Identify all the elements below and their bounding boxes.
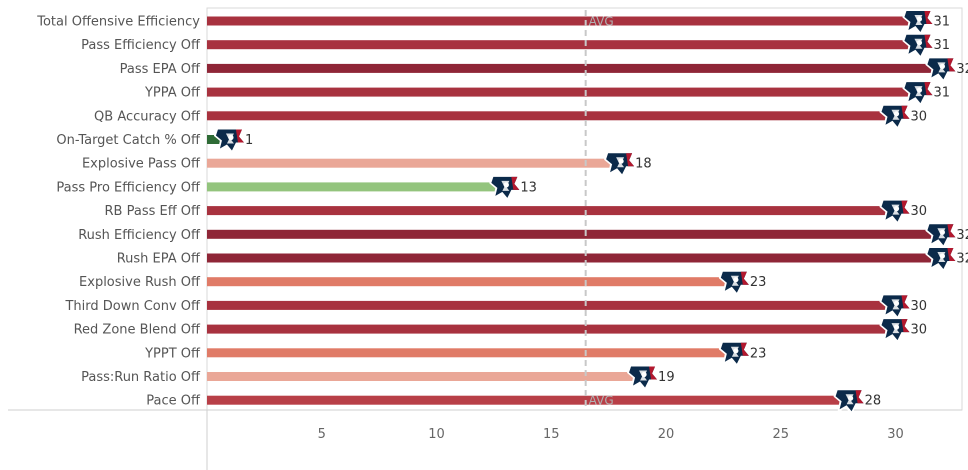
houston-texans-logo-icon	[718, 269, 751, 296]
category-label: Pass Efficiency Off	[81, 38, 201, 53]
x-tick-label: 20	[658, 427, 675, 442]
x-tick-label: 25	[772, 427, 789, 442]
bars	[207, 16, 942, 405]
houston-texans-logo-icon	[879, 293, 912, 320]
x-tick-label: 10	[428, 427, 445, 442]
value-label: 31	[933, 15, 950, 30]
x-tick-label: 30	[887, 427, 904, 442]
category-label: Pass EPA Off	[120, 62, 201, 77]
value-label: 13	[520, 180, 537, 195]
houston-texans-logo-icon	[213, 127, 246, 154]
bar	[207, 277, 735, 287]
category-label: Rush EPA Off	[117, 252, 201, 267]
houston-texans-logo-icon	[604, 151, 637, 178]
value-label: 18	[635, 157, 652, 172]
houston-texans-logo-icon	[902, 9, 935, 35]
bar	[207, 158, 621, 168]
value-label: 1	[245, 133, 253, 148]
category-label: Red Zone Blend Off	[74, 323, 201, 338]
category-label: Explosive Pass Off	[82, 157, 201, 172]
value-labels: 31 31 32 31 30 1 18 13 30 32 32 23 30 30 23 19 28	[245, 15, 968, 409]
bar	[207, 111, 896, 121]
houston-texans-logo-icon	[489, 174, 522, 201]
average-reference-line: AVG AVG	[584, 10, 614, 410]
category-label: Pass Pro Efficiency Off	[56, 180, 201, 195]
x-axis: 5 10 15 20 25 30	[318, 427, 904, 442]
houston-texans-logo-icon	[718, 340, 751, 367]
value-label: 30	[911, 204, 928, 219]
bar	[207, 395, 850, 405]
category-label: On-Target Catch % Off	[56, 133, 201, 148]
category-label: RB Pass Eff Off	[105, 204, 202, 219]
value-label: 19	[658, 370, 675, 385]
value-label: 31	[933, 86, 950, 101]
value-label: 30	[911, 109, 928, 124]
bar	[207, 16, 919, 26]
bar	[207, 300, 896, 310]
houston-texans-logo-icon	[833, 388, 866, 415]
category-label: Pace Off	[146, 394, 201, 409]
value-label: 28	[865, 394, 882, 409]
category-label: QB Accuracy Off	[94, 109, 201, 124]
houston-texans-logo-icon	[925, 222, 958, 249]
category-label: Rush Efficiency Off	[78, 228, 201, 243]
houston-texans-logo-icon	[627, 364, 660, 391]
value-label: 23	[750, 346, 767, 361]
category-label: YPPT Off	[144, 346, 201, 361]
bar	[207, 372, 644, 381]
bar	[207, 63, 942, 73]
bar	[207, 182, 506, 192]
category-label: YPPA Off	[144, 86, 201, 101]
houston-texans-logo-icon	[902, 80, 935, 107]
category-label: Explosive Rush Off	[79, 275, 201, 290]
category-label: Third Down Conv Off	[64, 299, 201, 314]
bar	[207, 87, 919, 97]
logo-markers	[213, 9, 958, 415]
category-label: Total Offensive Efficiency	[36, 15, 200, 30]
houston-texans-logo-icon	[902, 32, 935, 59]
bar	[207, 40, 919, 50]
houston-texans-logo-icon	[879, 103, 912, 130]
houston-texans-logo-icon	[925, 56, 958, 83]
category-label: Pass:Run Ratio Off	[81, 370, 201, 385]
value-label: 30	[911, 323, 928, 338]
value-label: 23	[750, 275, 767, 290]
category-labels: Total Offensive Efficiency Pass Efficienc…	[36, 15, 201, 409]
value-label: 32	[956, 62, 968, 77]
x-tick-label: 5	[318, 427, 326, 442]
value-label: 31	[933, 38, 950, 53]
avg-label: AVG	[589, 15, 614, 29]
bar	[207, 229, 942, 239]
avg-label: AVG	[589, 394, 614, 408]
houston-texans-logo-icon	[879, 198, 912, 225]
x-tick-label: 15	[543, 427, 560, 442]
value-label: 30	[911, 299, 928, 314]
bar	[207, 206, 896, 216]
value-label: 32	[956, 252, 968, 267]
bar	[207, 348, 735, 358]
houston-texans-logo-icon	[925, 246, 958, 272]
houston-texans-logo-icon	[879, 317, 912, 344]
value-label: 32	[956, 228, 968, 243]
bar	[207, 253, 942, 263]
bar	[207, 324, 896, 334]
